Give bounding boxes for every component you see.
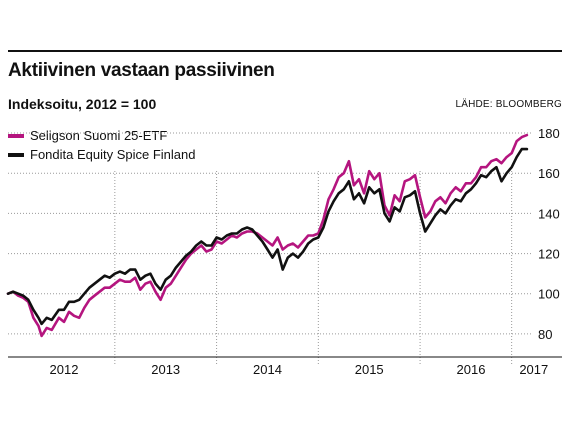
legend-label-fondita: Fondita Equity Spice Finland (30, 147, 196, 162)
y-axis: 80 100 120 140 160 180 (538, 126, 560, 342)
y-tick-label-80: 80 (538, 327, 552, 342)
series-lines (6, 133, 529, 338)
chart-title: Aktiivinen vastaan passiivinen (8, 60, 275, 81)
source-label: LÄHDE: BLOOMBERG (455, 99, 562, 110)
x-axis: 2012 2013 2014 2015 2016 2017 (8, 356, 562, 377)
x-tick-label-2015: 2015 (355, 362, 384, 377)
y-tick-label-100: 100 (538, 287, 560, 302)
gridlines (8, 132, 532, 364)
legend: Seligson Suomi 25-ETF Fondita Equity Spi… (8, 126, 195, 164)
series-line-1 (6, 147, 529, 326)
legend-item-seligson: Seligson Suomi 25-ETF (8, 126, 195, 145)
series-line-0 (6, 133, 529, 338)
x-tick-label-2012: 2012 (50, 362, 79, 377)
legend-swatch-seligson (8, 133, 24, 138)
header-rule (8, 50, 562, 52)
legend-item-fondita: Fondita Equity Spice Finland (8, 145, 195, 164)
x-tick-label-2014: 2014 (253, 362, 282, 377)
legend-swatch-fondita (8, 152, 24, 157)
x-tick-label-2017: 2017 (519, 362, 548, 377)
x-tick-label-2013: 2013 (151, 362, 180, 377)
legend-label-seligson: Seligson Suomi 25-ETF (30, 128, 168, 143)
y-tick-label-120: 120 (538, 247, 560, 262)
chart-subtitle: Indeksoitu, 2012 = 100 (8, 96, 157, 112)
y-tick-label-140: 140 (538, 206, 560, 221)
y-tick-label-180: 180 (538, 126, 560, 141)
y-tick-label-160: 160 (538, 166, 560, 181)
x-tick-label-2016: 2016 (457, 362, 486, 377)
